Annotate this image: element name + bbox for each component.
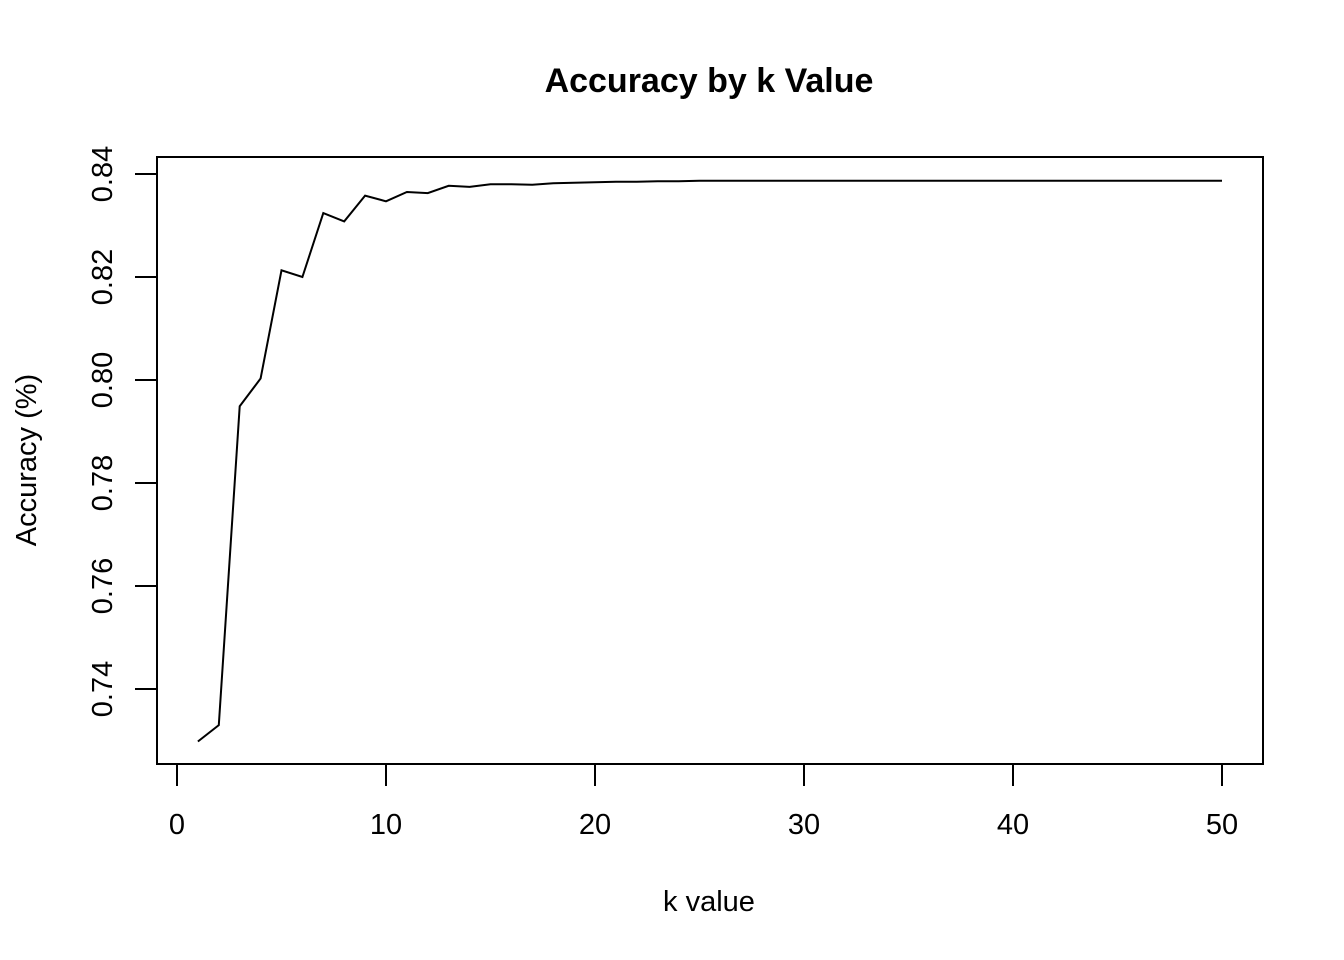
y-tick-label: 0.76 (87, 558, 119, 614)
chart-title: Accuracy by k Value (545, 62, 874, 100)
plot-frame (156, 156, 1264, 765)
y-axis: 0.74 0.76 0.78 0.80 0.82 0.84 (87, 146, 158, 717)
y-tick-label: 0.84 (87, 146, 119, 202)
y-tick-label: 0.80 (87, 352, 119, 408)
accuracy-series-points (196, 179, 1224, 744)
x-tick-label: 10 (370, 809, 402, 841)
x-tick-label: 0 (169, 809, 185, 841)
x-tick-label: 20 (579, 809, 611, 841)
accuracy-series-line (197, 179, 1222, 743)
x-tick-label: 40 (997, 809, 1029, 841)
y-tick-label: 0.74 (87, 661, 119, 717)
x-axis-label: k value (663, 886, 755, 918)
x-tick-label: 30 (788, 809, 820, 841)
y-tick-label: 0.82 (87, 249, 119, 305)
x-axis: 0 10 20 30 40 50 (169, 763, 1238, 841)
y-axis-label: Accuracy (%) (11, 374, 43, 546)
y-tick-label: 0.78 (87, 455, 119, 511)
x-tick-label: 50 (1206, 809, 1238, 841)
